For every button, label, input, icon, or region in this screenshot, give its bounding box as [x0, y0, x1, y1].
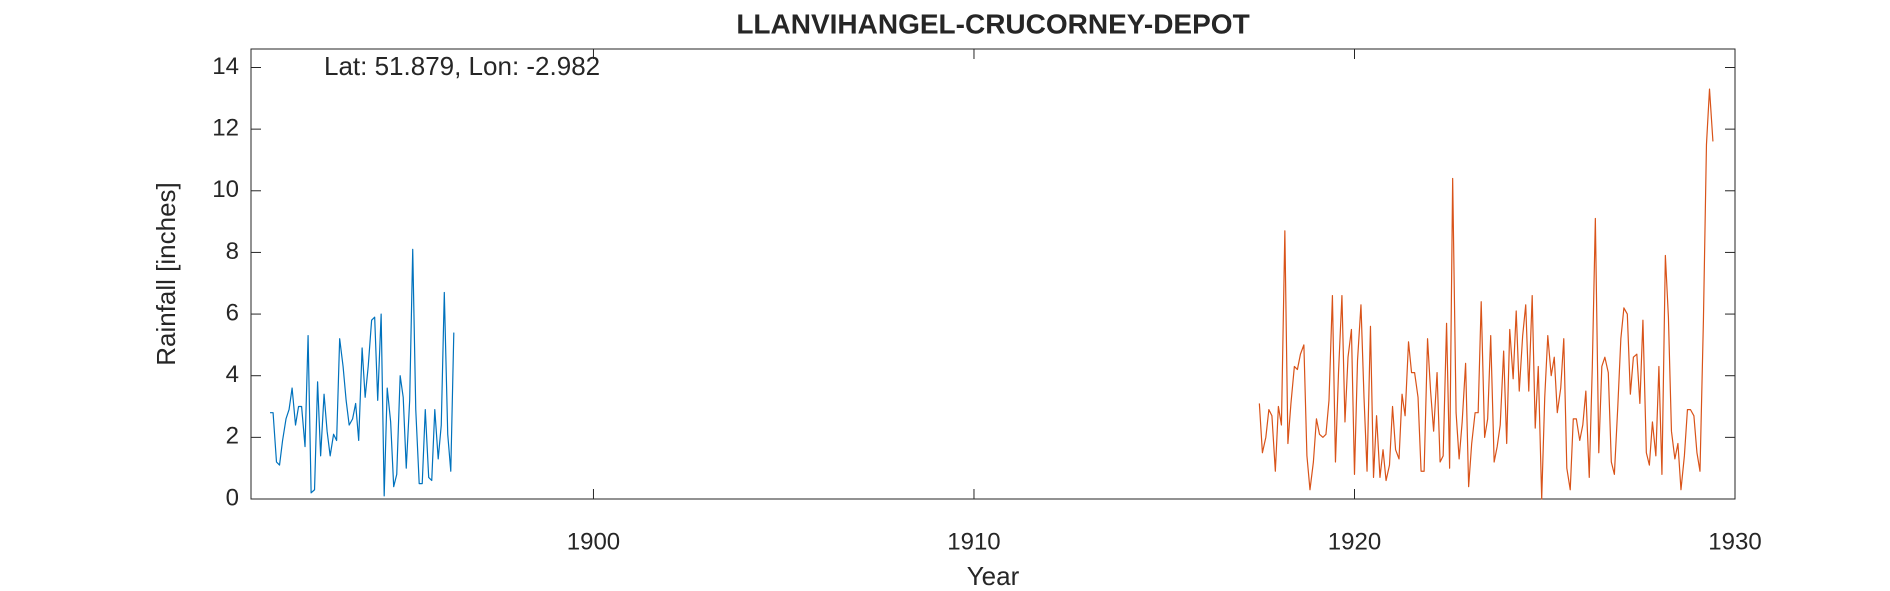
y-tick-label: 10 — [212, 176, 239, 203]
x-tick-label: 1930 — [1708, 528, 1761, 555]
axes-box — [250, 48, 1736, 500]
y-tick-label: 2 — [226, 423, 239, 450]
y-tick-label: 0 — [226, 484, 239, 511]
y-tick-label: 4 — [226, 361, 239, 388]
line-series — [1258, 88, 1714, 500]
y-tick-label: 8 — [226, 238, 239, 265]
y-tick-label: 14 — [212, 53, 239, 80]
annotation: Lat: 51.879, Lon: -2.982 — [324, 51, 600, 81]
line-series — [270, 248, 455, 497]
x-tick-label: 1920 — [1328, 528, 1381, 555]
chart-title: LLANVIHANGEL-CRUCORNEY-DEPOT — [736, 8, 1249, 39]
y-tick-label: 12 — [212, 114, 239, 141]
y-axis-label: Rainfall [inches] — [151, 182, 181, 366]
x-tick-label: 1900 — [567, 528, 620, 555]
x-axis-label: Year — [967, 561, 1020, 591]
y-tick-label: 6 — [226, 299, 239, 326]
x-tick-label: 1910 — [947, 528, 1000, 555]
